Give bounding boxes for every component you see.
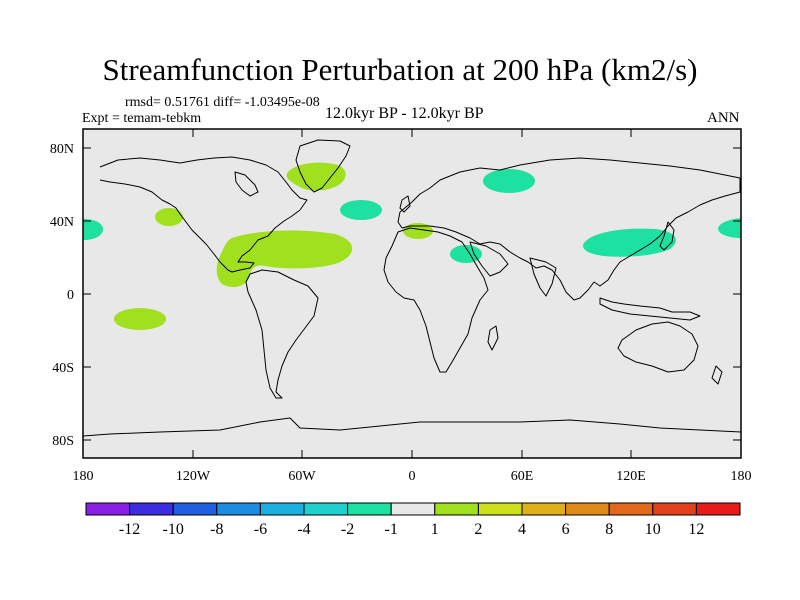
anomaly-positive-north-pacific	[155, 208, 183, 226]
lon-label: 60W	[288, 469, 316, 484]
coastline-south-america	[245, 269, 319, 399]
lon-label: 180	[731, 469, 752, 484]
anomaly-negative-middle-east	[450, 245, 482, 263]
colorbar-swatch	[347, 502, 392, 516]
lat-label: 80S	[52, 434, 74, 449]
anomaly-negative-north-atlantic	[340, 200, 382, 220]
map-title: Streamfunction Perturbation at 200 hPa (…	[102, 52, 698, 87]
season-label: ANN	[707, 110, 740, 126]
colorbar	[85, 502, 741, 516]
stats-text: rmsd= 0.51761 diff= -1.03495e-08	[125, 95, 320, 110]
colorbar-label: 6	[562, 521, 570, 538]
colorbar-swatch	[565, 502, 610, 516]
colorbar-label: 10	[645, 521, 661, 538]
lon-label: 120E	[616, 469, 646, 484]
coastline-hudson-bay	[234, 171, 259, 197]
colorbar-label: 4	[518, 521, 526, 538]
experiment-label: Expt = temam-tebkm	[82, 111, 202, 126]
anomaly-negative-dateline-west	[83, 219, 104, 240]
colorbar-labels: -12 -10 -8 -6 -4 -2 -1 1 2 4 6 8 10 12	[119, 521, 704, 538]
coastline-greenland	[295, 139, 351, 193]
colorbar-swatch	[85, 502, 131, 516]
anomaly-regions	[83, 162, 741, 330]
colorbar-swatch	[434, 502, 479, 516]
colorbar-label: -10	[163, 521, 184, 538]
colorbar-label: -1	[385, 521, 398, 538]
anomaly-negative-east-asia	[582, 228, 676, 257]
coastline-africa	[383, 227, 489, 373]
colorbar-swatch	[521, 502, 567, 516]
colorbar-label: -8	[210, 521, 223, 538]
coastline-japan	[659, 221, 675, 251]
lon-label: 60E	[511, 469, 534, 484]
colorbar-swatch	[652, 502, 697, 516]
anomaly-positive-mediterranean	[403, 223, 433, 239]
lat-label: 40N	[50, 215, 74, 230]
colorbar-swatch	[477, 502, 523, 516]
colorbar-label: 2	[474, 521, 482, 538]
lat-label: 80N	[50, 142, 74, 157]
colorbar-label: -2	[341, 521, 354, 538]
colorbar-label: 12	[688, 521, 704, 538]
colorbar-swatch	[216, 502, 261, 516]
coastline-british-isles	[399, 195, 411, 213]
coastline-australia	[617, 321, 699, 373]
coastlines	[82, 139, 742, 437]
anomaly-negative-siberia	[483, 169, 535, 193]
coastline-madagascar	[487, 325, 499, 351]
colorbar-label: -4	[297, 521, 310, 538]
coastline-antarctica	[82, 417, 742, 437]
coastline-arabia	[469, 241, 509, 277]
colorbar-label: -12	[119, 521, 140, 538]
coastline-indonesia	[599, 297, 701, 321]
colorbar-swatch	[390, 502, 436, 516]
anomaly-positive-north-atlantic	[216, 230, 353, 288]
lon-label: 0	[409, 469, 416, 484]
colorbar-label: 1	[431, 521, 439, 538]
colorbar-swatch	[259, 502, 305, 516]
coastline-india	[529, 257, 557, 297]
map-background	[83, 129, 741, 458]
colorbar-swatch	[172, 502, 218, 516]
anomaly-positive-south-pacific	[114, 308, 166, 330]
lat-label: 40S	[52, 361, 74, 376]
coastline-north-america	[99, 156, 308, 273]
colorbar-label: 8	[605, 521, 613, 538]
period-label: 12.0kyr BP - 12.0kyr BP	[325, 105, 484, 122]
colorbar-swatch	[129, 502, 174, 516]
coastline-europe-asia	[397, 157, 741, 301]
lon-label: 120W	[176, 469, 211, 484]
colorbar-swatch	[303, 502, 349, 516]
colorbar-label: -6	[254, 521, 267, 538]
lon-label: 180	[73, 469, 94, 484]
axis-ticks	[83, 129, 741, 458]
colorbar-swatch	[695, 502, 741, 516]
colorbar-swatch	[608, 502, 654, 516]
lat-label: 0	[67, 288, 74, 303]
anomaly-positive-greenland	[286, 162, 346, 191]
coastline-new-zealand	[711, 365, 723, 385]
anomaly-negative-dateline-east	[718, 218, 741, 238]
